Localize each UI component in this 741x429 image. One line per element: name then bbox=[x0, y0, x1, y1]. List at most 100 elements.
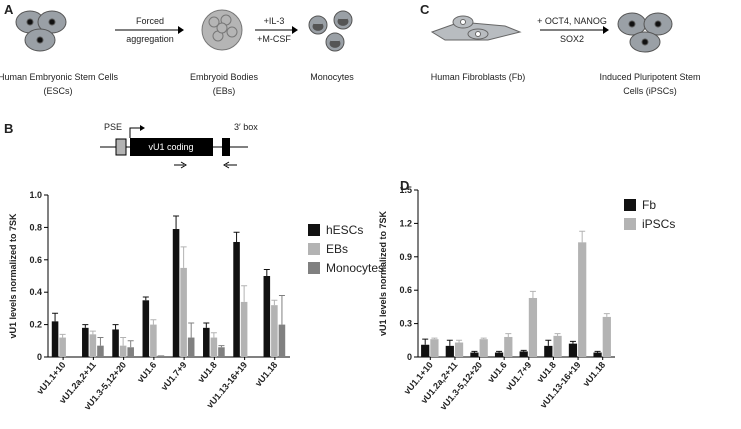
panel-label: A bbox=[4, 2, 14, 17]
bar bbox=[187, 337, 195, 357]
coding-box bbox=[130, 138, 213, 156]
cell-label: Human Fibroblasts (Fb) bbox=[431, 72, 526, 82]
legend-swatch bbox=[624, 218, 636, 230]
x-tick-label: vU1.8 bbox=[535, 360, 558, 385]
error-bar bbox=[554, 333, 561, 336]
error-bar bbox=[431, 337, 438, 340]
bar bbox=[210, 337, 218, 357]
arrow-text: SOX2 bbox=[560, 34, 584, 44]
y-tick-label: 0.8 bbox=[29, 222, 42, 232]
x-tick-label: vU1.6 bbox=[486, 360, 509, 385]
bar bbox=[150, 324, 157, 357]
arrow-text: Forced bbox=[136, 16, 164, 26]
primer bbox=[174, 161, 187, 169]
error-bar bbox=[422, 338, 429, 345]
y-tick-label: 0.6 bbox=[399, 285, 412, 295]
error-bar bbox=[520, 349, 527, 352]
arrow-text: +M-CSF bbox=[257, 34, 291, 44]
x-tick-label: vU1.18 bbox=[581, 360, 607, 389]
legend-swatch bbox=[308, 262, 320, 274]
y-tick-label: 0.4 bbox=[29, 287, 42, 297]
legend-label: hESCs bbox=[326, 223, 363, 237]
bar bbox=[544, 345, 553, 357]
error-bar bbox=[173, 215, 180, 230]
bar bbox=[51, 321, 59, 357]
y-axis-label: vU1 levels normalized to 7SK bbox=[8, 213, 18, 339]
bar bbox=[421, 344, 430, 357]
error-bar bbox=[203, 322, 210, 328]
y-tick-label: 1.5 bbox=[399, 185, 412, 195]
bar bbox=[445, 345, 454, 357]
bar bbox=[494, 352, 504, 357]
y-tick-label: 1.2 bbox=[399, 218, 412, 228]
bar bbox=[479, 339, 488, 357]
cell-label: Embryoid Bodies bbox=[190, 72, 259, 82]
y-tick-label: 0.2 bbox=[29, 320, 42, 330]
charts: vU1 levels normalized to 7SK 0 0.2 0.4 0.6 0.… bbox=[8, 178, 675, 412]
error-bar bbox=[218, 345, 225, 348]
arrowhead bbox=[140, 125, 145, 131]
cell-label: Induced Pluripotent Stem bbox=[599, 72, 700, 82]
cell-label: (EBs) bbox=[213, 86, 236, 96]
bar bbox=[127, 347, 134, 357]
error-bar bbox=[471, 350, 478, 353]
y-tick-label: 1.0 bbox=[29, 190, 42, 200]
x-tick-label: vU1.8 bbox=[196, 360, 219, 385]
bar bbox=[568, 343, 578, 357]
y-tick-label: 0.3 bbox=[399, 319, 412, 329]
error-bar bbox=[271, 299, 278, 306]
error-bar bbox=[579, 230, 586, 243]
error-bar bbox=[529, 290, 536, 298]
bar bbox=[218, 347, 225, 357]
legend-swatch bbox=[624, 199, 636, 211]
embryoid-body bbox=[201, 9, 243, 51]
error-bar bbox=[120, 337, 127, 346]
gene-label: PSE bbox=[104, 122, 122, 132]
x-tick-label: vU1.6 bbox=[135, 360, 158, 385]
y-tick-label: 0 bbox=[407, 352, 412, 362]
bar bbox=[142, 300, 150, 357]
bar bbox=[180, 267, 187, 357]
panel-label: D bbox=[400, 178, 409, 193]
arrow-text: aggregation bbox=[126, 34, 174, 44]
legend-label: Fb bbox=[642, 198, 656, 212]
tss-arrow bbox=[129, 127, 140, 138]
error-bar bbox=[233, 231, 240, 242]
error-bar bbox=[603, 313, 610, 317]
y-axis-label: vU1 levels normalized to 7SK bbox=[378, 210, 388, 336]
error-bar bbox=[446, 339, 453, 346]
error-bar bbox=[545, 339, 552, 346]
arrowhead bbox=[178, 26, 184, 34]
error-bar bbox=[150, 319, 157, 325]
bar bbox=[602, 316, 611, 357]
box3 bbox=[222, 138, 230, 156]
error-bar bbox=[52, 312, 59, 322]
y-tick-label: 0 bbox=[37, 352, 42, 362]
bar bbox=[112, 329, 119, 357]
error-bar bbox=[82, 324, 89, 328]
monocytes bbox=[308, 10, 353, 52]
cell-label: Human Embryonic Stem Cells bbox=[0, 72, 119, 82]
fibroblasts bbox=[430, 15, 522, 41]
error-bar bbox=[89, 330, 96, 335]
panel-label: B bbox=[4, 121, 13, 136]
error-bar bbox=[241, 285, 248, 302]
error-bar bbox=[263, 269, 270, 276]
error-bar bbox=[188, 322, 195, 338]
bar bbox=[578, 242, 587, 357]
y-tick-label: 0.6 bbox=[29, 255, 42, 265]
esc-cells bbox=[15, 10, 67, 52]
arrowhead bbox=[603, 26, 609, 34]
bar bbox=[157, 355, 165, 357]
x-tick-label: vU1.7+9 bbox=[159, 360, 189, 393]
bar bbox=[470, 352, 479, 357]
error-bar bbox=[210, 332, 217, 338]
bar bbox=[89, 334, 97, 357]
legend-swatch bbox=[308, 224, 320, 236]
legend-label: iPSCs bbox=[642, 217, 675, 231]
bar bbox=[203, 327, 210, 357]
bar bbox=[82, 327, 89, 357]
legend-label: Monocytes bbox=[326, 261, 384, 275]
bar bbox=[263, 276, 271, 357]
bar bbox=[59, 337, 66, 357]
